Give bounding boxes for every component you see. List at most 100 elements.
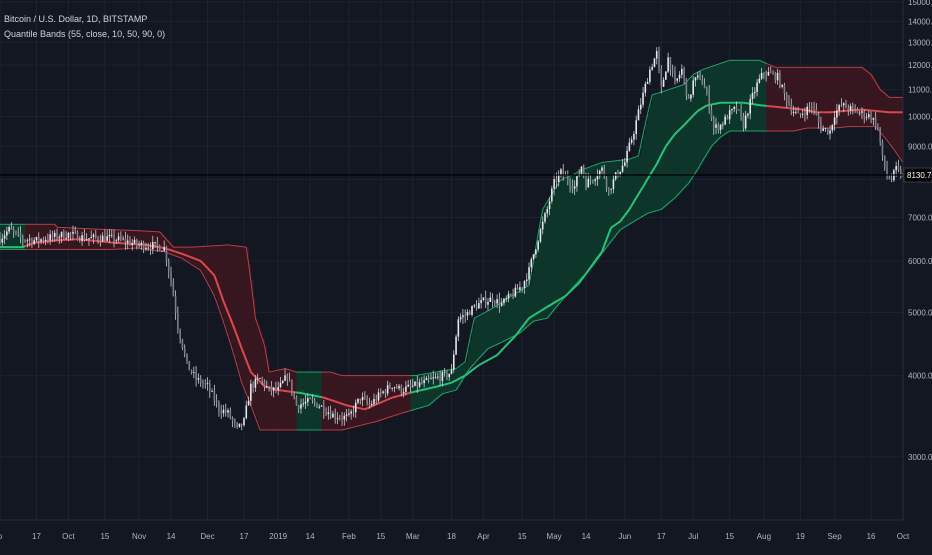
candle-body [104,236,106,241]
candle-body [150,248,152,250]
candle-body [603,167,605,177]
x-tick-label: 14 [167,532,176,541]
candle-body [22,237,24,240]
candle-body [168,262,170,272]
band-fill [846,67,849,126]
candle-body [745,115,747,128]
candle-body [699,76,701,80]
candle-body [1,239,3,243]
candle-body [68,233,70,238]
candle-body [207,383,209,384]
x-tick-label: 14 [306,532,315,541]
candle-body [79,240,81,241]
candle-body [508,294,510,298]
candle-body [535,250,537,255]
candle-body [236,423,238,427]
lower-band-line [367,423,369,424]
candle-body [234,421,236,423]
candle-body [898,166,900,169]
candle-body [163,247,165,251]
candle-body [90,237,92,238]
median-band-line [381,401,383,402]
candle-body [606,178,608,188]
band-fill [559,183,562,304]
candle-body [494,302,496,304]
band-fill [732,60,735,131]
candle-body [43,239,45,240]
candle-body [759,79,761,83]
candle-body [193,372,195,373]
x-tick-label: 17 [32,532,41,541]
median-band-line [705,105,707,106]
band-fill [800,67,803,129]
median-band-line [413,392,415,393]
band-fill [474,318,477,363]
y-tick-label: 13000.00 [908,38,932,47]
candle-body [198,378,200,380]
x-tick-label: 19 [796,532,805,541]
candle-body [879,127,881,142]
candle-body [681,69,683,75]
lower-band-line [353,427,355,428]
y-tick-label: 12000.00 [908,61,932,70]
candle-body [622,166,624,172]
candle-body [405,386,407,391]
x-tick-label: May [547,532,562,541]
upper-band-line [657,93,659,94]
candle-body [496,299,498,303]
band-fill [794,67,797,131]
lower-band-line [406,411,408,412]
candle-body [20,232,22,236]
median-band-line [493,356,495,357]
candle-body [460,317,462,319]
candle-body [549,201,551,209]
candle-body [357,399,359,403]
lower-band-line [349,428,351,429]
x-tick-label: Apr [477,532,490,541]
candle-body [827,128,829,134]
band-fill [812,67,815,128]
candle-body [143,243,145,249]
band-fill [205,246,208,278]
band-fill [198,247,201,269]
x-tick-label: 17 [657,532,666,541]
band-fill [844,67,847,127]
candle-body [793,112,795,113]
candle-body [109,235,111,236]
candle-body [733,107,735,109]
band-fill [796,67,799,130]
candle-body [515,288,517,297]
upper-band-line [292,371,294,372]
candle-body [366,398,368,402]
candle-body [505,298,507,299]
candle-body [323,406,325,413]
candle-body [95,235,97,238]
candle-body [307,398,309,402]
x-tick-label: Nov [132,532,146,541]
candle-body [738,109,740,110]
candle-body [261,378,263,381]
median-band-line [426,388,428,389]
lower-band-line [392,416,394,417]
median-band-line [198,260,200,261]
candle-body [337,418,339,419]
median-band-line [456,379,458,380]
median-band-line [340,403,342,404]
band-fill [629,159,632,224]
candle-body [369,403,371,405]
lower-band-line [381,419,383,420]
median-band-line [700,108,702,109]
candle-body [800,113,802,114]
median-band-line [529,317,531,318]
band-fill [509,298,512,339]
median-band-line [383,400,385,401]
band-fill [381,376,384,420]
band-fill [349,376,352,429]
band-fill [666,91,669,206]
candle-body [0,238,1,242]
candle-body [138,245,140,246]
band-fill [182,247,185,258]
upper-band-line [337,374,339,375]
